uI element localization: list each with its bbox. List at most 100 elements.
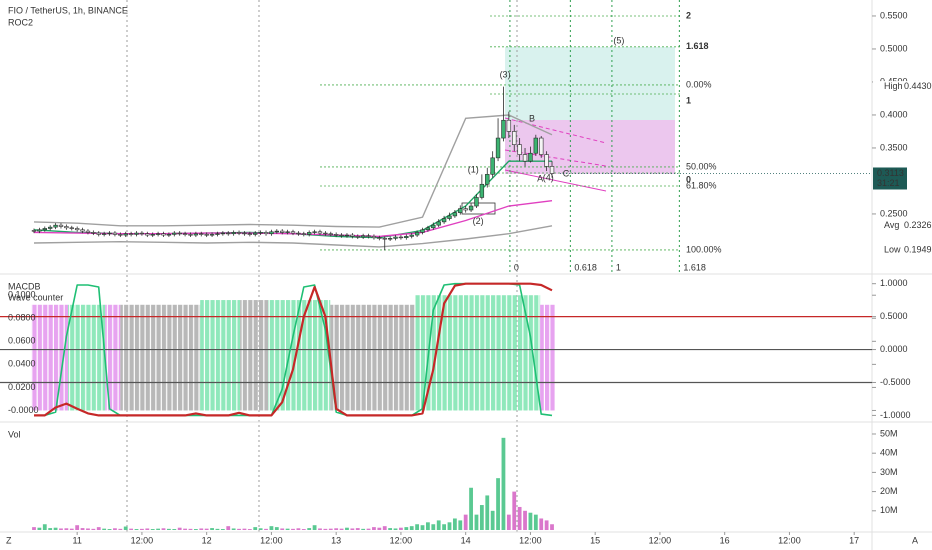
candle-body (263, 232, 269, 235)
y-tick-label: 1.0000 (880, 278, 908, 288)
indicator-name: Wave counter (8, 292, 63, 302)
volume-bar (177, 527, 182, 531)
fib-time-label: 1 (616, 262, 621, 272)
candle-body (317, 231, 323, 234)
volume-bar (107, 529, 112, 531)
chart-title: FIO / TetherUS, 1h, BINANCE (8, 5, 128, 15)
volume-bar (102, 528, 107, 531)
fib-label: 1.618 (686, 41, 709, 51)
state-band (120, 304, 201, 411)
fib-label: 61.80% (686, 180, 717, 190)
candle-body (506, 119, 512, 132)
candle-body (549, 166, 555, 174)
y-tick-label: 0.1000 (8, 290, 36, 300)
candle-body (188, 234, 193, 236)
volume-bar (172, 529, 177, 531)
volume-bar (242, 528, 247, 531)
wave-label: (4) (543, 172, 554, 182)
volume-bar (523, 510, 527, 531)
volume-bar (80, 528, 85, 531)
volume-bar (129, 528, 134, 531)
volume-bar (409, 526, 414, 531)
volume-bar (506, 514, 511, 531)
candle-body (431, 224, 436, 229)
candle-body (31, 230, 37, 232)
volume-bar (528, 512, 533, 531)
x-tick-label: 13 (331, 535, 341, 545)
candle-body (290, 231, 296, 234)
volume-bar (307, 528, 312, 531)
wave-label: B (529, 113, 535, 123)
wave-label: A (537, 173, 543, 183)
candle-body (182, 233, 188, 235)
candle-body (339, 234, 344, 237)
indicator-name: ROC2 (8, 17, 33, 27)
scale-button[interactable]: Z (6, 535, 12, 545)
candle-body (166, 234, 172, 236)
volume-bar (69, 528, 74, 531)
volume-bar (345, 527, 349, 531)
candle-body (404, 236, 409, 239)
candle-body (296, 232, 301, 235)
volume-bar (339, 528, 344, 531)
candle-body (64, 226, 69, 229)
last-price: 0.3113 (877, 168, 904, 178)
y-tick-label: 50M (880, 428, 898, 438)
candle-body (463, 208, 468, 211)
candle-body (226, 232, 231, 235)
fib-label: 50.00% (686, 161, 717, 171)
y-tick-label: 0.5000 (880, 311, 908, 321)
price-label-name: High (884, 81, 903, 91)
candle-body (269, 231, 274, 235)
volume-bar (274, 527, 279, 531)
volume-bar (550, 524, 554, 531)
volume-bar (485, 495, 490, 531)
candle-body (544, 154, 549, 167)
volume-bar (199, 528, 204, 531)
candle-body (53, 224, 58, 228)
state-band (240, 300, 269, 411)
price-label-name: Avg (884, 220, 899, 230)
volume-bar (37, 527, 42, 531)
x-tick-label: 12:00 (649, 535, 672, 545)
candle-body (204, 234, 209, 236)
volume-bar (533, 514, 538, 531)
y-tick-label: 40M (880, 448, 898, 458)
fib-label: 0 (686, 174, 691, 184)
candle-body (393, 236, 398, 239)
indicator-name: MACDB (8, 281, 41, 291)
volume-bar (64, 528, 69, 531)
candle-body (458, 208, 463, 213)
scale-button[interactable]: A (912, 535, 918, 545)
candle-body (468, 205, 474, 211)
volume-bar (156, 528, 161, 531)
candle-body (414, 232, 420, 236)
candle-body (253, 232, 258, 235)
price-label-value: 0.2326 (904, 220, 932, 230)
candle-body (96, 232, 101, 235)
candle-body (377, 237, 382, 239)
volume-bar (264, 528, 268, 531)
wave-label: (3) (500, 69, 511, 79)
fib-label: 1 (686, 95, 691, 105)
volume-bar (490, 510, 495, 531)
candle-body (490, 157, 495, 175)
state-band (330, 304, 415, 411)
candle-body (258, 232, 263, 234)
candle-body (441, 218, 447, 223)
volume-bar (318, 528, 322, 531)
y-tick-label: 0.2500 (880, 208, 908, 218)
state-band (31, 304, 68, 411)
candle-body (539, 137, 544, 155)
candle-body (107, 232, 112, 235)
candle-body (199, 233, 204, 235)
y-tick-label: -0.0000 (8, 405, 39, 415)
volume-bar (463, 514, 468, 531)
volume-bar (469, 487, 473, 531)
volume-bar (399, 527, 403, 531)
candle-body (231, 232, 236, 235)
candle-body (134, 232, 139, 235)
volume-bar (210, 528, 214, 531)
x-tick-label: 12 (202, 535, 212, 545)
